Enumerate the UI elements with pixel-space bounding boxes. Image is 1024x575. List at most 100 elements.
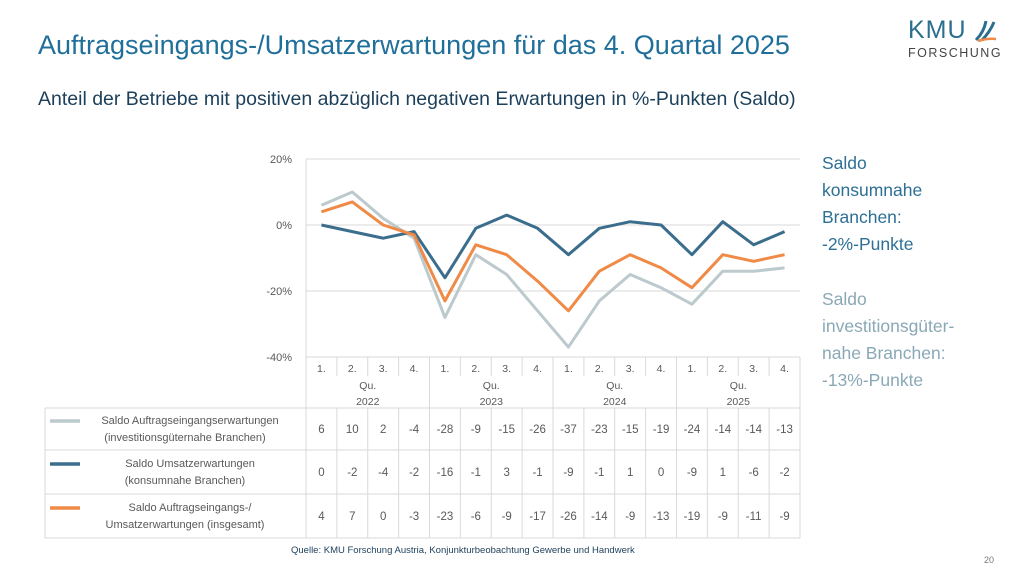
series-line — [320, 190, 785, 349]
quarter-label: 4. — [657, 363, 666, 375]
table-cell-value: -9 — [687, 467, 697, 479]
table-cell-value: 1 — [720, 467, 726, 479]
table-cell-value: 4 — [318, 511, 325, 523]
year-label: 2025 — [727, 396, 751, 408]
table-cell-value: -3 — [409, 511, 419, 523]
legend-label: Saldo Umsatzerwartungen — [125, 458, 255, 470]
note-line: nahe Branchen: — [822, 343, 946, 363]
y-tick-label: 20% — [270, 154, 292, 166]
quarter-label: 4. — [780, 363, 789, 375]
table-cell-value: -2 — [347, 467, 357, 479]
table-cell-value: 0 — [658, 467, 664, 479]
series-line — [321, 213, 786, 280]
legend-label: Saldo Auftragseingangs-/ — [129, 502, 253, 514]
table-cell-value: -28 — [437, 424, 454, 436]
table-cell-value: -9 — [502, 511, 512, 523]
table-cell-value: 10 — [346, 424, 359, 436]
table-cell-value: 6 — [318, 424, 324, 436]
quarter-prefix-label: Qu. — [483, 380, 500, 392]
quarter-label: 2. — [471, 363, 480, 375]
table-cell-value: -9 — [471, 424, 481, 436]
series-line — [320, 200, 785, 313]
logo-swoosh-icon — [974, 20, 997, 43]
quarter-label: 1. — [317, 363, 326, 375]
table-cell-value: 0 — [318, 467, 324, 479]
y-tick-label: -40% — [266, 352, 292, 364]
note-investitionsgueternahe: Saldo investitionsgüter- nahe Branchen: … — [822, 286, 954, 394]
quarter-label: 1. — [564, 363, 573, 375]
table-cell-value: -1 — [471, 467, 481, 479]
table-cell-value: -14 — [591, 511, 608, 523]
table-cell-value: -11 — [746, 511, 762, 523]
note-line: Saldo — [822, 153, 867, 173]
legend-label: Umsatzerwartungen (insgesamt) — [106, 519, 265, 531]
table-cell-value: -1 — [532, 467, 542, 479]
quarter-label: 2. — [348, 363, 357, 375]
quarter-label: 4. — [533, 363, 542, 375]
table-cell-value: -2 — [409, 467, 419, 479]
quarter-label: 3. — [379, 363, 388, 375]
table-cell-value: -24 — [684, 424, 701, 436]
quarter-label: 3. — [749, 363, 758, 375]
quarter-label: 2. — [718, 363, 727, 375]
note-line: -2%-Punkte — [822, 234, 914, 254]
quarter-label: 1. — [688, 363, 697, 375]
table-cell-value: -13 — [653, 511, 670, 523]
year-label: 2022 — [356, 396, 380, 408]
quarter-prefix-label: Qu. — [606, 380, 623, 392]
note-line: Branchen: — [822, 207, 902, 227]
source-note: Quelle: KMU Forschung Austria, Konjunktu… — [291, 545, 635, 556]
table-cell-value: 7 — [349, 511, 355, 523]
note-line: Saldo — [822, 289, 867, 309]
table-cell-value: -19 — [653, 424, 670, 436]
table-cell-value: -23 — [591, 424, 608, 436]
legend-label: (investitionsgüternahe Branchen) — [104, 432, 265, 444]
table-cell-value: -2 — [779, 467, 789, 479]
table-cell-value: -14 — [745, 424, 762, 436]
note-konsumnahe: Saldo konsumnahe Branchen: -2%-Punkte — [822, 150, 922, 258]
table-cell-value: 3 — [503, 467, 509, 479]
year-label: 2023 — [480, 396, 504, 408]
table-cell-value: -26 — [529, 424, 546, 436]
table-cell-value: 2 — [380, 424, 386, 436]
table-cell-value: -6 — [471, 511, 481, 523]
note-line: -13%-Punkte — [822, 370, 924, 390]
quarter-label: 3. — [626, 363, 635, 375]
legend-label: Saldo Auftragseingangserwartungen — [101, 415, 278, 427]
y-tick-label: -20% — [266, 286, 292, 298]
quarter-label: 1. — [441, 363, 450, 375]
table-cell-value: -13 — [776, 424, 793, 436]
quarter-prefix-label: Qu. — [730, 380, 747, 392]
table-cell-value: -16 — [437, 467, 454, 479]
kmu-logo: KMU FORSCHUNG — [908, 16, 1008, 66]
table-cell-value: -9 — [563, 467, 573, 479]
page-subtitle: Anteil der Betriebe mit positiven abzügl… — [38, 88, 796, 110]
table-cell-value: -4 — [409, 424, 420, 436]
table-cell-value: -6 — [749, 467, 759, 479]
table-cell-value: 0 — [380, 511, 386, 523]
quarter-label: 4. — [410, 363, 419, 375]
table-cell-value: -37 — [560, 424, 577, 436]
logo-text-kmu: KMU — [908, 16, 967, 44]
logo-text-forschung: FORSCHUNG — [908, 46, 1003, 60]
quarter-label: 3. — [502, 363, 511, 375]
table-cell-value: -9 — [718, 511, 728, 523]
table-cell-value: -9 — [779, 511, 789, 523]
table-cell-value: 1 — [627, 467, 633, 479]
table-cell-value: -23 — [437, 511, 454, 523]
page-number: 20 — [984, 555, 995, 565]
quarter-label: 2. — [595, 363, 604, 375]
table-cell-value: -15 — [498, 424, 515, 436]
note-line: investitionsgüter- — [822, 316, 955, 336]
table-cell-value: -14 — [715, 424, 732, 436]
table-cell-value: -26 — [560, 511, 577, 523]
y-tick-label: 0% — [276, 220, 292, 232]
note-line: konsumnahe — [822, 180, 923, 200]
quarter-prefix-label: Qu. — [359, 380, 376, 392]
table-cell-value: -4 — [378, 467, 389, 479]
table-cell-value: -9 — [625, 511, 635, 523]
legend-label: (konsumnahe Branchen) — [125, 475, 245, 487]
table-cell-value: -19 — [684, 511, 701, 523]
table-cell-value: -17 — [529, 511, 546, 523]
